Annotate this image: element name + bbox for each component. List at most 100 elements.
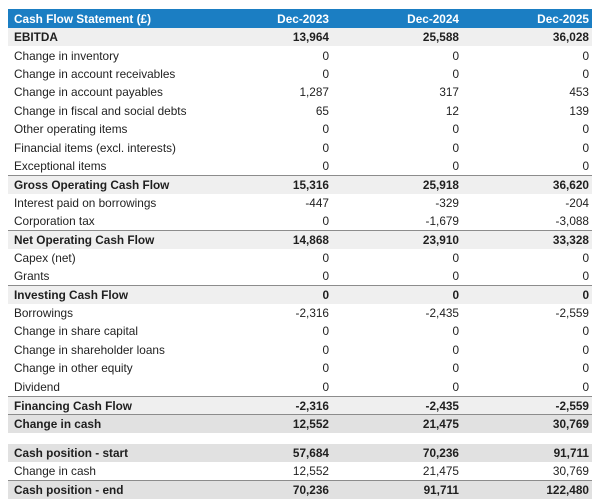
- table-row: Change in cash 12,552 21,475 30,769: [8, 414, 592, 433]
- table-row: Other operating items 0 0 0: [8, 119, 592, 139]
- row-value: 0: [582, 342, 589, 357]
- table-body-section-cash-position: Cash position - start 57,684 70,236 91,7…: [8, 443, 592, 499]
- row-value: 36,620: [552, 177, 589, 192]
- row-value: -1,679: [425, 214, 459, 229]
- row-value: 0: [452, 158, 459, 173]
- row-label: Other operating items: [14, 122, 128, 137]
- row-value: 91,711: [553, 445, 589, 460]
- table-row: Investing Cash Flow 0 0 0: [8, 285, 592, 304]
- row-value: -2,316: [295, 398, 329, 413]
- table-row: EBITDA 13,964 25,588 36,028: [8, 28, 592, 47]
- row-label: Financing Cash Flow: [14, 398, 132, 413]
- column-header-dec-2025: Dec-2025: [537, 11, 589, 26]
- row-label: Interest paid on borrowings: [14, 195, 157, 210]
- row-value: 0: [582, 66, 589, 81]
- table-row: Change in other equity 0 0 0: [8, 359, 592, 378]
- row-value: 0: [582, 122, 589, 137]
- row-label: Investing Cash Flow: [14, 288, 129, 303]
- row-value: 0: [322, 342, 329, 357]
- row-label: Change in account receivables: [14, 66, 176, 81]
- row-value: 0: [322, 250, 329, 265]
- table-row: Change in share capital 0 0 0: [8, 322, 592, 341]
- cash-flow-table: Cash Flow Statement (£) Dec-2023 Dec-202…: [8, 9, 592, 499]
- row-value: 0: [582, 158, 589, 173]
- row-value: 15,316: [292, 177, 329, 192]
- row-label: Corporation tax: [14, 214, 95, 229]
- row-value: 0: [452, 288, 459, 303]
- row-value: 0: [322, 214, 329, 229]
- row-value: 0: [582, 324, 589, 339]
- row-label: Change in fiscal and social debts: [14, 103, 187, 118]
- table-row: Capex (net) 0 0 0: [8, 248, 592, 268]
- row-value: 0: [582, 288, 589, 303]
- row-value: 0: [452, 48, 459, 63]
- table-row: Change in inventory 0 0 0: [8, 46, 592, 65]
- row-value: 453: [569, 85, 589, 100]
- table-row: Gross Operating Cash Flow 15,316 25,918 …: [8, 175, 592, 194]
- row-value: -3,088: [555, 214, 589, 229]
- row-label: Gross Operating Cash Flow: [14, 177, 170, 192]
- row-value: 91,711: [423, 483, 459, 498]
- table-row: Borrowings -2,316 -2,435 -2,559: [8, 303, 592, 323]
- row-value: 0: [452, 361, 459, 376]
- row-label: Borrowings: [14, 306, 74, 321]
- table-row: Cash position - start 57,684 70,236 91,7…: [8, 443, 592, 462]
- row-value: 122,480: [546, 483, 589, 498]
- row-value: 0: [582, 140, 589, 155]
- row-value: -2,559: [555, 398, 589, 413]
- row-value: -2,559: [555, 306, 589, 321]
- table-row: Financing Cash Flow -2,316 -2,435 -2,559: [8, 395, 592, 415]
- row-label: Exceptional items: [14, 158, 107, 173]
- row-label: EBITDA: [14, 30, 58, 45]
- row-value: 0: [322, 269, 329, 284]
- table-row: Change in fiscal and social debts 65 12 …: [8, 101, 592, 120]
- column-header-dec-2023: Dec-2023: [277, 11, 329, 26]
- row-value: 12,552: [292, 416, 329, 431]
- table-row: Net Operating Cash Flow 14,868 23,910 33…: [8, 230, 592, 249]
- table-row: Interest paid on borrowings -447 -329 -2…: [8, 193, 592, 212]
- row-value: 0: [322, 66, 329, 81]
- row-value: 0: [452, 379, 459, 394]
- row-label: Dividend: [14, 379, 60, 394]
- table-row: Dividend 0 0 0: [8, 377, 592, 396]
- row-value: 30,769: [552, 416, 589, 431]
- row-label: Net Operating Cash Flow: [14, 232, 155, 247]
- row-value: 0: [322, 158, 329, 173]
- table-title: Cash Flow Statement (£): [14, 11, 151, 26]
- row-value: 0: [452, 140, 459, 155]
- table-row: Change in account payables 1,287 317 453: [8, 83, 592, 102]
- row-value: 65: [315, 103, 329, 118]
- row-value: 0: [582, 361, 589, 376]
- table-row: Exceptional items 0 0 0: [8, 156, 592, 176]
- row-value: -329: [435, 195, 459, 210]
- row-value: 1,287: [299, 85, 329, 100]
- row-label: Change in inventory: [14, 48, 119, 63]
- row-value: 0: [452, 324, 459, 339]
- table-row: Change in cash 12,552 21,475 30,769: [8, 461, 592, 481]
- table-header-row: Cash Flow Statement (£) Dec-2023 Dec-202…: [8, 9, 592, 28]
- row-label: Change in other equity: [14, 361, 133, 376]
- row-label: Capex (net): [14, 250, 76, 265]
- row-value: 0: [322, 48, 329, 63]
- row-value: -447: [305, 195, 329, 210]
- row-label: Grants: [14, 269, 50, 284]
- row-value: 33,328: [552, 232, 589, 247]
- row-value: 0: [582, 48, 589, 63]
- row-label: Change in cash: [14, 464, 96, 479]
- row-value: 70,236: [422, 445, 459, 460]
- row-label: Change in share capital: [14, 324, 138, 339]
- row-value: 0: [582, 269, 589, 284]
- row-value: 30,769: [552, 464, 589, 479]
- column-header-dec-2024: Dec-2024: [407, 11, 459, 26]
- table-row: Change in shareholder loans 0 0 0: [8, 340, 592, 360]
- row-value: 317: [439, 85, 459, 100]
- row-label: Change in cash: [14, 416, 102, 431]
- row-value: 57,684: [292, 445, 329, 460]
- row-value: 25,588: [422, 30, 459, 45]
- row-value: 23,910: [422, 232, 459, 247]
- table-body-section-main: EBITDA 13,964 25,588 36,028 Change in in…: [8, 28, 592, 433]
- row-label: Change in account payables: [14, 85, 163, 100]
- row-value: 36,028: [552, 30, 589, 45]
- row-value: -2,435: [425, 306, 459, 321]
